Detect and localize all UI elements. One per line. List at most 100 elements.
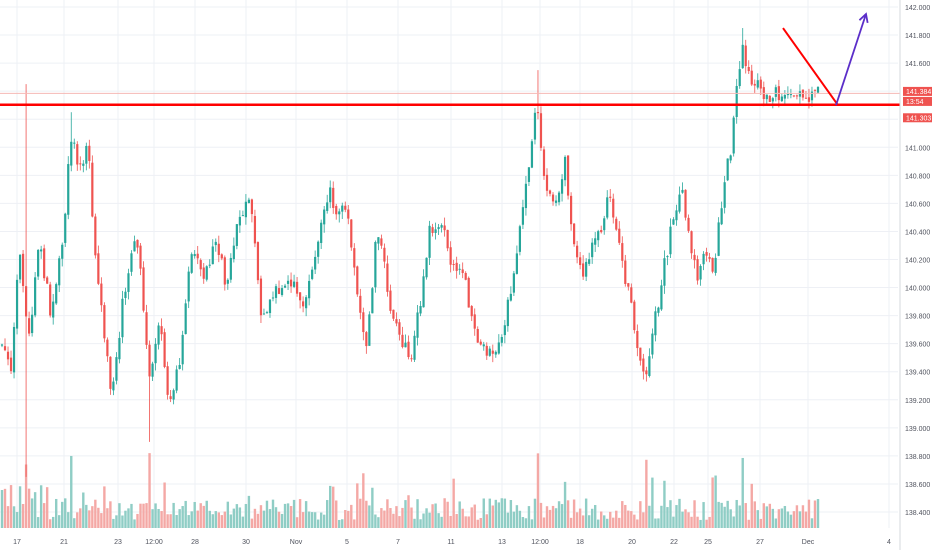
volume-bar — [696, 516, 699, 528]
candle-body — [482, 344, 485, 347]
volume-bar — [690, 516, 693, 528]
candle-body — [223, 257, 226, 285]
volume-bar — [675, 505, 678, 528]
candle-body — [55, 284, 58, 304]
candle-body — [708, 257, 711, 259]
candle-body — [410, 358, 413, 360]
candle-body — [208, 264, 211, 266]
volume-bar — [717, 501, 720, 528]
time-tick-label: 23 — [114, 539, 122, 546]
candle-body — [467, 277, 470, 308]
volume-bar — [154, 503, 157, 528]
candle-body — [344, 205, 347, 210]
forecast-arrow[interactable] — [835, 13, 867, 106]
candle-body — [211, 246, 214, 265]
candle-body — [726, 158, 729, 181]
volume-bar — [729, 509, 732, 528]
candle-body — [425, 257, 428, 278]
volume-bar — [148, 453, 151, 528]
trend-line[interactable] — [782, 27, 839, 106]
time-tick-label: Dec — [802, 539, 815, 546]
time-tick-label: 7 — [396, 539, 400, 546]
price-tick-label: 140.400 — [905, 229, 930, 236]
volume-bar — [151, 509, 154, 528]
candle-body — [488, 348, 491, 356]
time-axis[interactable]: 17 21 23 12:00 28 30 Nov 5 7 11 13 12:00 18 20 22 25 27 D… — [13, 539, 891, 546]
volume-bar — [301, 512, 305, 528]
volume-bar — [118, 503, 121, 528]
volume-bar — [262, 510, 266, 528]
candle-body — [449, 247, 452, 265]
volume-bar — [473, 504, 476, 528]
candle-body — [672, 219, 675, 225]
candle-body — [524, 183, 528, 209]
candle-body — [657, 307, 660, 313]
volume-bar — [714, 475, 717, 528]
volume-bar — [79, 508, 82, 528]
volume-bar — [593, 505, 597, 528]
volume-bar — [235, 504, 239, 528]
volume-bar — [112, 518, 115, 528]
volume-bar — [136, 513, 139, 528]
candle-body — [37, 249, 40, 277]
volume-bar — [256, 513, 260, 528]
candle-body — [166, 366, 169, 395]
volume-bar — [238, 507, 242, 528]
price-tick-label: 139.600 — [905, 342, 930, 349]
volume-bar — [792, 511, 796, 528]
support-price-label-bg — [903, 113, 932, 123]
candle-body — [220, 254, 223, 259]
candle-body — [226, 279, 229, 284]
volume-bar — [419, 519, 422, 528]
volume-bar — [199, 503, 202, 528]
candle-body — [121, 298, 124, 338]
candle-body — [160, 326, 163, 335]
volume-bar — [0, 490, 4, 528]
price-tick-label: 139.400 — [905, 370, 930, 377]
volume-bar — [786, 511, 790, 528]
candle-body — [699, 265, 702, 280]
drawings[interactable] — [0, 12, 902, 107]
candle-body — [440, 225, 443, 228]
candle-body — [262, 313, 266, 315]
volume-bar — [268, 509, 272, 528]
volume-bar — [633, 514, 636, 528]
volume-bar — [600, 511, 603, 528]
volume-bar — [61, 501, 64, 528]
volume-bar — [319, 512, 323, 528]
countdown-label-bg — [903, 96, 932, 106]
candle-body — [112, 381, 115, 391]
candle-body — [786, 94, 789, 96]
candle-body — [539, 113, 543, 148]
candle-body — [473, 314, 476, 329]
volume-bar — [783, 505, 787, 528]
candle-body — [765, 94, 768, 100]
volume-bar — [485, 514, 488, 528]
candle-body — [350, 219, 353, 248]
candle-body — [356, 266, 359, 295]
volume-bar — [133, 519, 136, 528]
candle-body — [377, 237, 380, 244]
price-tick-label: 142.000 — [905, 5, 930, 12]
volume-bar — [551, 505, 555, 528]
volume-bar — [380, 508, 383, 528]
candle-body — [184, 303, 187, 335]
volume-bar — [30, 498, 34, 528]
candle-body — [798, 91, 802, 97]
candle-body — [85, 145, 88, 164]
candle-body — [323, 209, 326, 225]
volume-bar — [211, 514, 214, 528]
volume-bar — [217, 512, 220, 528]
candle-body — [416, 312, 419, 338]
volume-bar — [530, 519, 534, 528]
volume-bar — [581, 515, 585, 528]
volume-bar — [163, 482, 166, 528]
volume-bar — [82, 492, 85, 528]
volume-bar — [175, 515, 178, 528]
candle-body — [464, 272, 467, 280]
volume-bar — [666, 507, 669, 528]
volume-bar — [428, 512, 431, 528]
candles — [0, 28, 820, 477]
candle-body — [512, 273, 515, 293]
